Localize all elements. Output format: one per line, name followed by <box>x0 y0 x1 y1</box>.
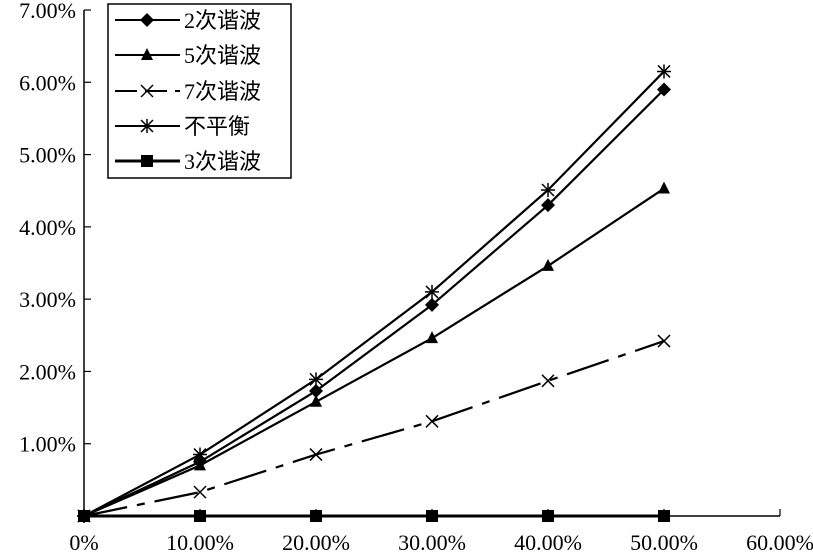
legend-label: 7次谐波 <box>184 79 261 104</box>
data-point <box>658 181 670 194</box>
data-point <box>542 258 554 271</box>
legend-item: 不平衡 <box>115 114 250 139</box>
data-point <box>542 510 554 522</box>
data-point <box>78 510 90 522</box>
legend-marker <box>140 13 154 27</box>
series-x <box>77 334 671 523</box>
x-tick-label: 60.00% <box>746 530 813 555</box>
x-tick-label: 10.00% <box>166 530 234 555</box>
y-tick-label: 2.00% <box>19 359 76 384</box>
x-tick-label: 0% <box>69 530 98 555</box>
x-tick-label: 40.00% <box>514 530 582 555</box>
legend-marker <box>140 84 154 98</box>
x-tick-label: 50.00% <box>630 530 698 555</box>
y-tick-label: 5.00% <box>19 143 76 168</box>
x-tick-label: 20.00% <box>282 530 350 555</box>
data-point <box>425 297 439 312</box>
data-point <box>426 331 438 344</box>
legend-item: 2次谐波 <box>115 8 261 33</box>
y-tick-label: 6.00% <box>19 70 76 95</box>
data-point <box>194 458 206 471</box>
data-point <box>657 82 671 97</box>
data-point <box>310 394 322 407</box>
data-point <box>193 447 207 462</box>
y-tick-label: 7.00% <box>19 0 76 23</box>
data-point <box>541 374 555 388</box>
legend-label: 不平衡 <box>184 114 250 139</box>
y-tick-label: 1.00% <box>19 432 76 457</box>
data-point <box>425 414 439 428</box>
legend-label: 2次谐波 <box>184 8 261 33</box>
legend-marker <box>141 155 153 167</box>
data-point <box>194 510 206 522</box>
series-triangle <box>78 181 670 521</box>
data-point <box>541 198 555 213</box>
y-tick-label: 4.00% <box>19 215 76 240</box>
legend-box <box>107 3 292 179</box>
series-square <box>78 510 670 522</box>
series-line <box>83 88 665 517</box>
chart-series <box>77 64 671 523</box>
data-point <box>309 372 323 387</box>
data-point <box>309 448 323 462</box>
series-line <box>83 340 665 518</box>
series-line <box>83 187 665 518</box>
data-point <box>193 485 207 499</box>
data-point <box>657 334 671 348</box>
legend-marker <box>140 119 154 133</box>
series-line <box>83 70 665 517</box>
data-point <box>425 284 439 299</box>
data-point <box>657 64 671 79</box>
legend-label: 3次谐波 <box>184 149 261 174</box>
legend-marker <box>141 48 153 60</box>
y-tick-label: 3.00% <box>19 287 76 312</box>
data-point <box>310 510 322 522</box>
legend-item: 5次谐波 <box>115 43 261 68</box>
legend-item: 7次谐波 <box>115 79 261 104</box>
legend-label: 5次谐波 <box>184 43 261 68</box>
chart-axes: 0% 10.00% 20.00% 30.00% 40.00% 50.00% 60.00% 1.… <box>19 0 813 555</box>
x-tick-label: 30.00% <box>398 530 466 555</box>
data-point <box>658 510 670 522</box>
data-point <box>541 182 555 197</box>
data-point <box>426 510 438 522</box>
legend-item: 3次谐波 <box>115 149 261 174</box>
data-point <box>309 383 323 398</box>
